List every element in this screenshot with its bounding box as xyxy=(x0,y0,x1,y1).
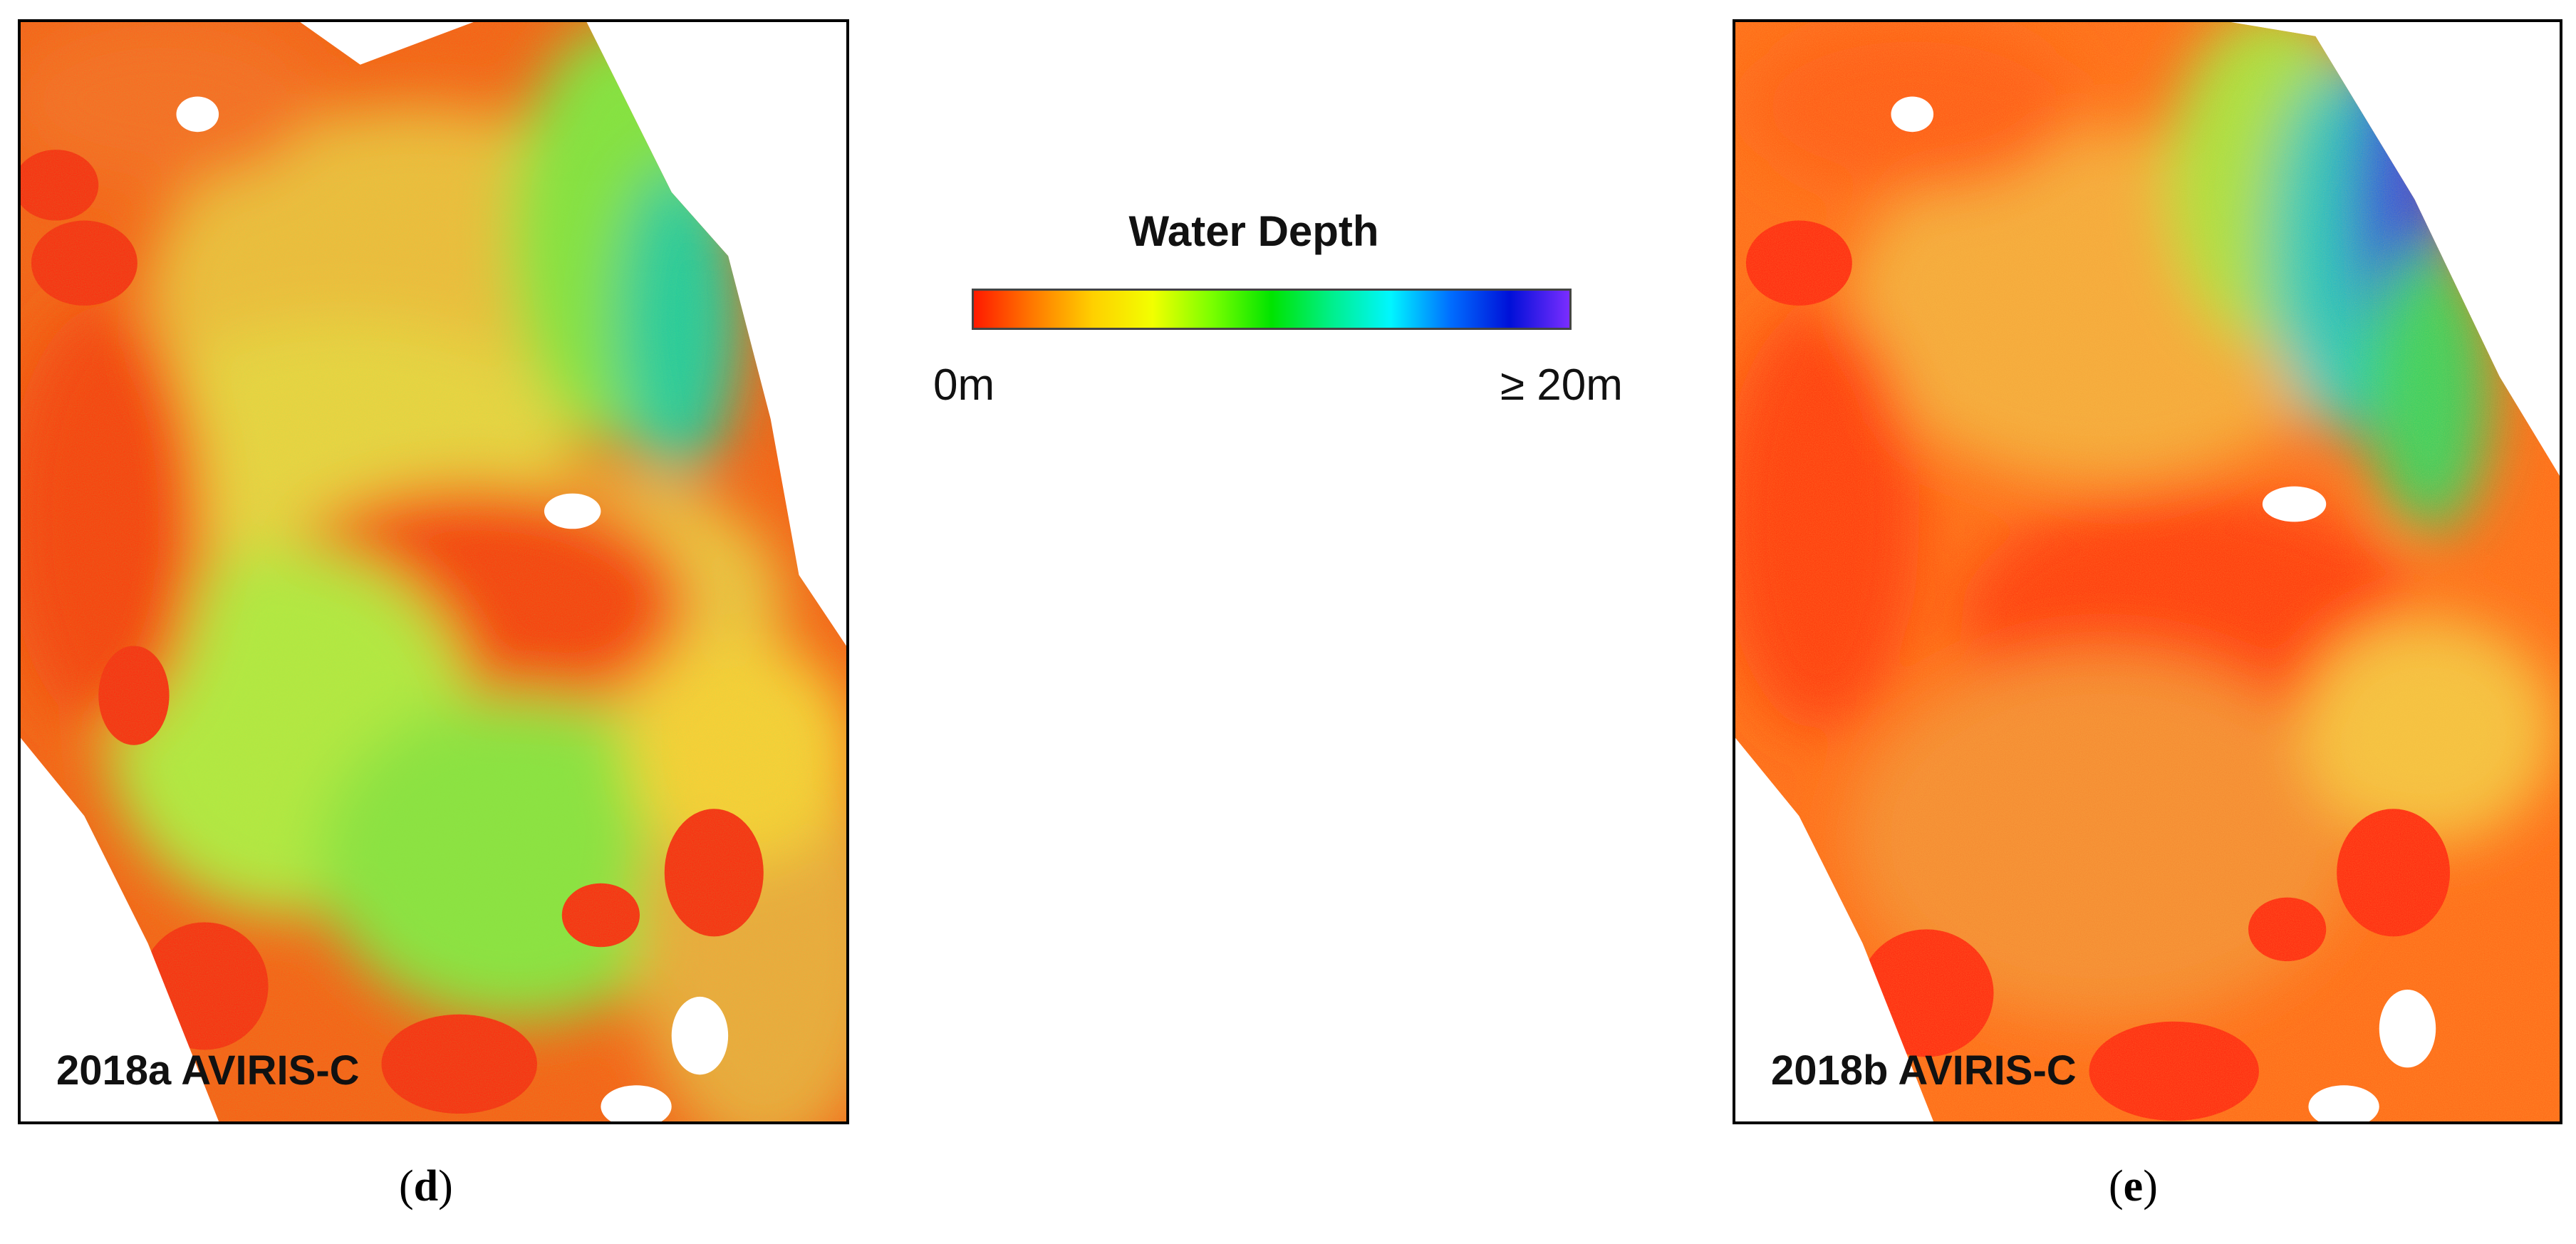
caption-d: (d) xyxy=(399,1162,453,1211)
caption-e: (e) xyxy=(2109,1162,2158,1211)
panel-label-e: 2018b AVIRIS-C xyxy=(1771,1047,2077,1094)
map-panel-d: 2018a AVIRIS-C xyxy=(18,19,849,1124)
legend-min-label: 0m xyxy=(933,361,995,410)
panel-label-d: 2018a AVIRIS-C xyxy=(56,1047,360,1094)
legend-max-label: ≥ 20m xyxy=(1500,361,1623,410)
water-depth-map-d xyxy=(21,22,846,1121)
caption-letter-e: e xyxy=(2123,1162,2144,1211)
legend-title: Water Depth xyxy=(1128,207,1379,255)
caption-letter-d: d xyxy=(413,1162,439,1211)
water-depth-map-e xyxy=(1735,22,2560,1121)
legend-color-bar xyxy=(972,289,1572,330)
map-panel-e: 2018b AVIRIS-C xyxy=(1733,19,2562,1124)
